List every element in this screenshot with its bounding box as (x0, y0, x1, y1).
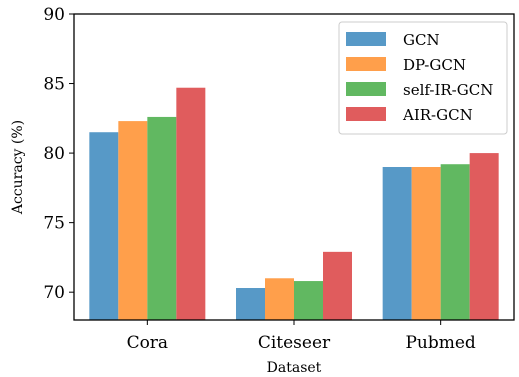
bar-self-ir-gcn-citeseer (294, 281, 323, 320)
legend-swatch (346, 107, 386, 121)
y-axis-ticks: 70 75 80 85 90 (43, 5, 74, 303)
x-axis-title: Dataset (267, 360, 322, 376)
legend-swatch (346, 32, 386, 46)
legend: GCN DP-GCN self-IR-GCN AIR-GCN (338, 21, 508, 135)
legend-label: GCN (403, 31, 440, 49)
legend-label: self-IR-GCN (403, 81, 493, 99)
legend-label: AIR-GCN (402, 106, 473, 124)
y-tick-label: 90 (43, 5, 65, 25)
legend-box (338, 21, 508, 135)
y-tick-label: 80 (43, 144, 65, 164)
y-tick-label: 85 (43, 75, 65, 95)
bars (89, 87, 499, 320)
x-tick-label: Citeseer (258, 333, 331, 353)
y-tick-label: 70 (43, 283, 65, 303)
y-tick-label: 75 (43, 214, 65, 234)
x-tick-label: Pubmed (405, 333, 475, 353)
bar-dp-gcn-citeseer (265, 278, 294, 320)
bar-gcn-cora (89, 132, 119, 320)
bar-self-ir-gcn-cora (147, 116, 177, 320)
bar-dp-gcn-pubmed (411, 167, 441, 320)
bar-air-gcn-citeseer (323, 251, 352, 320)
bar-self-ir-gcn-pubmed (440, 164, 470, 320)
x-tick-label: Cora (127, 333, 169, 353)
bar-dp-gcn-cora (118, 121, 148, 320)
x-axis-ticks: Cora Citeseer Pubmed (127, 320, 476, 353)
plot-frame (73, 13, 515, 321)
legend-label: DP-GCN (403, 56, 466, 74)
legend-items: GCN DP-GCN self-IR-GCN AIR-GCN (346, 31, 493, 124)
y-axis-title: Accuracy (%) (10, 120, 26, 215)
bar-air-gcn-cora (176, 87, 206, 320)
bar-gcn-pubmed (382, 167, 412, 320)
bar-air-gcn-pubmed (469, 153, 499, 320)
bar-gcn-citeseer (236, 288, 265, 320)
legend-swatch (346, 82, 386, 96)
legend-swatch (346, 57, 386, 71)
